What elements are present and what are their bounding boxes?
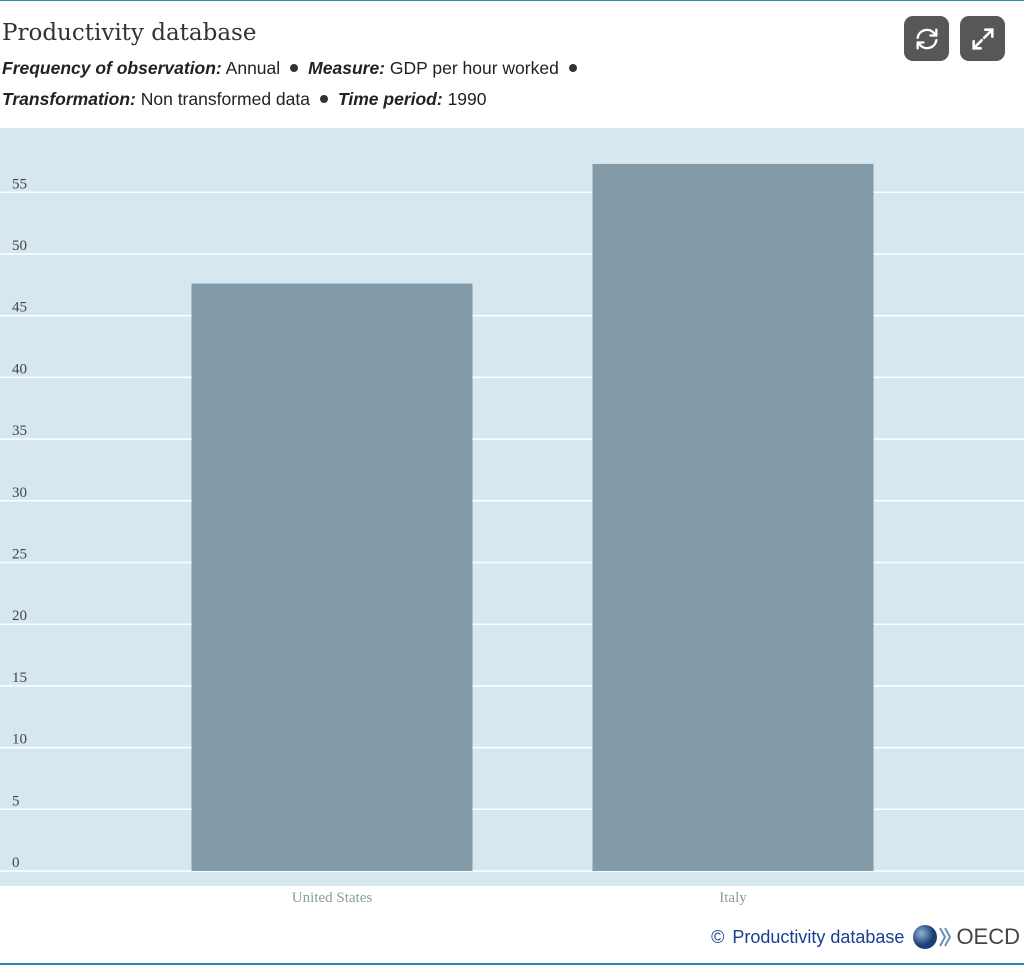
oecd-text: OECD (956, 924, 1020, 949)
filter-value: 1990 (447, 89, 487, 109)
filter-value: GDP per hour worked (389, 58, 559, 78)
footer: © Productivity database OECD (711, 924, 1020, 950)
expand-icon (971, 27, 994, 50)
x-tick-label: United States (292, 890, 373, 906)
x-tick-label: Italy (719, 890, 747, 906)
y-tick-label: 40 (12, 361, 27, 377)
bottom-border (0, 963, 1024, 965)
y-tick-label: 20 (12, 608, 27, 624)
filter-line-1: Frequency of observation: Annual Measure:… (2, 58, 587, 79)
refresh-icon (916, 28, 937, 49)
y-tick-label: 0 (12, 855, 20, 871)
y-tick-label: 15 (12, 670, 27, 686)
y-tick-label: 25 (12, 547, 27, 563)
copyright-symbol: © (711, 926, 725, 947)
y-tick-label: 45 (12, 300, 27, 316)
separator-dot (290, 64, 299, 73)
filter-label: Measure: (308, 58, 386, 78)
source-link[interactable]: Productivity database (732, 926, 905, 947)
expand-button[interactable] (960, 16, 1005, 61)
filter-label: Transformation: (2, 89, 136, 109)
separator-dot (320, 95, 328, 104)
y-tick-label: 30 (12, 485, 27, 501)
filter-label: Time period: (338, 89, 443, 109)
refresh-button[interactable] (904, 16, 949, 61)
separator-dot (568, 64, 577, 73)
filter-value: Non transformed data (140, 89, 310, 109)
bar-chart: 0 5 10 15 20 25 30 35 40 45 50 55 United States Italy (0, 128, 1024, 906)
bar-united-states[interactable] (191, 283, 473, 872)
filter-value: Annual (225, 58, 281, 78)
top-border (0, 0, 1024, 1)
page-title: Productivity database (2, 20, 257, 46)
y-tick-label: 35 (12, 423, 27, 439)
y-tick-label: 5 (12, 793, 20, 809)
filter-label: Frequency of observation: (2, 58, 222, 78)
y-tick-label: 10 (12, 732, 27, 748)
globe-icon (913, 925, 952, 949)
oecd-logo: OECD (912, 924, 1020, 950)
y-tick-label: 50 (12, 238, 27, 254)
y-tick-label: 55 (12, 176, 27, 192)
filter-line-2: Transformation: Non transformed data Time… (2, 89, 487, 110)
bar-italy[interactable] (592, 163, 874, 872)
